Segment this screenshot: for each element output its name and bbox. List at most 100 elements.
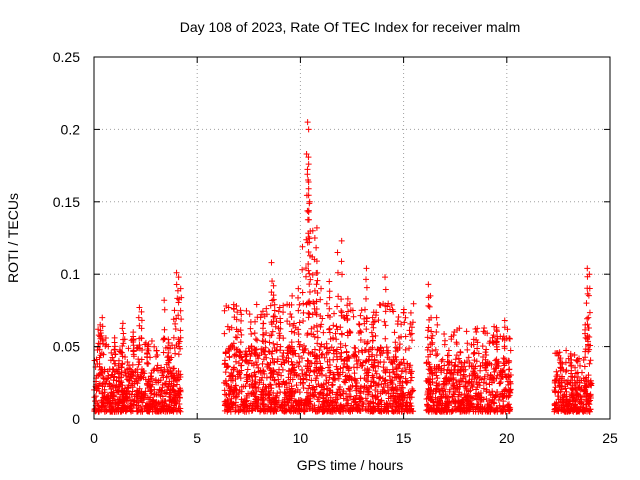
data-point bbox=[153, 347, 160, 354]
data-point bbox=[233, 326, 240, 333]
data-point bbox=[425, 408, 432, 415]
data-point bbox=[357, 375, 364, 382]
data-point bbox=[358, 383, 365, 390]
data-point bbox=[501, 356, 508, 363]
data-point bbox=[242, 348, 249, 355]
data-point bbox=[439, 356, 446, 363]
data-point bbox=[434, 408, 441, 415]
data-point bbox=[359, 399, 366, 406]
data-point bbox=[160, 405, 167, 412]
y-tick-label: 0.15 bbox=[53, 194, 80, 210]
data-point bbox=[238, 354, 245, 361]
data-point bbox=[175, 299, 182, 306]
data-point bbox=[99, 337, 106, 344]
data-point bbox=[363, 276, 370, 283]
data-point bbox=[445, 361, 452, 368]
data-point bbox=[289, 366, 296, 373]
data-point bbox=[318, 321, 325, 328]
data-point bbox=[428, 335, 435, 342]
data-point bbox=[174, 377, 181, 384]
data-point bbox=[449, 393, 456, 400]
data-point bbox=[343, 377, 350, 384]
data-point bbox=[107, 399, 114, 406]
data-point bbox=[272, 323, 279, 330]
data-point bbox=[570, 393, 577, 400]
data-point bbox=[434, 375, 441, 382]
data-point bbox=[232, 334, 239, 341]
data-point bbox=[170, 334, 177, 341]
data-point bbox=[288, 407, 295, 414]
data-point bbox=[306, 281, 313, 288]
data-point bbox=[314, 277, 321, 284]
data-point bbox=[483, 346, 490, 353]
data-point bbox=[112, 351, 119, 358]
data-point bbox=[245, 345, 252, 352]
data-point bbox=[313, 298, 320, 305]
data-point bbox=[318, 382, 325, 389]
data-point bbox=[306, 372, 313, 379]
data-point bbox=[280, 378, 287, 385]
data-point bbox=[172, 376, 179, 383]
data-point bbox=[305, 192, 312, 199]
data-point bbox=[277, 319, 284, 326]
data-point bbox=[238, 311, 245, 318]
data-point bbox=[566, 408, 573, 415]
data-point bbox=[95, 407, 102, 414]
data-point bbox=[125, 384, 132, 391]
data-point bbox=[126, 390, 133, 397]
data-point bbox=[329, 389, 336, 396]
plot-frame bbox=[93, 56, 611, 420]
data-point bbox=[425, 353, 432, 360]
data-point bbox=[98, 332, 105, 339]
data-point bbox=[287, 310, 294, 317]
data-point bbox=[370, 399, 377, 406]
data-point bbox=[309, 227, 316, 234]
data-point bbox=[313, 269, 320, 276]
data-point bbox=[558, 383, 565, 390]
data-point bbox=[270, 318, 277, 325]
data-point bbox=[225, 403, 232, 410]
data-point bbox=[166, 364, 173, 371]
data-point bbox=[288, 383, 295, 390]
data-point bbox=[585, 348, 592, 355]
data-point bbox=[313, 244, 320, 251]
data-point bbox=[259, 338, 266, 345]
data-point bbox=[370, 408, 377, 415]
data-point bbox=[247, 353, 254, 360]
data-point bbox=[586, 285, 593, 292]
data-point bbox=[305, 208, 312, 215]
data-point bbox=[102, 335, 109, 342]
data-point bbox=[237, 375, 244, 382]
data-point bbox=[334, 269, 341, 276]
data-point bbox=[501, 404, 508, 411]
data-point bbox=[295, 285, 302, 292]
data-point bbox=[121, 402, 128, 409]
data-point bbox=[583, 300, 590, 307]
data-point bbox=[305, 248, 312, 255]
data-point bbox=[148, 337, 155, 344]
data-point bbox=[441, 408, 448, 415]
data-point bbox=[138, 335, 145, 342]
data-point bbox=[576, 385, 583, 392]
data-point bbox=[429, 348, 436, 355]
data-point bbox=[95, 408, 102, 415]
data-point bbox=[364, 339, 371, 346]
data-point bbox=[382, 308, 389, 315]
data-point bbox=[110, 377, 117, 384]
data-point bbox=[258, 377, 265, 384]
data-point bbox=[288, 343, 295, 350]
data-point bbox=[115, 362, 122, 369]
data-point bbox=[115, 383, 122, 390]
data-point bbox=[268, 385, 275, 392]
data-point bbox=[377, 375, 384, 382]
data-point bbox=[246, 407, 253, 414]
data-point bbox=[502, 386, 509, 393]
data-point bbox=[304, 119, 311, 126]
data-point bbox=[398, 384, 405, 391]
data-point bbox=[308, 325, 315, 332]
data-point bbox=[305, 177, 312, 184]
data-point bbox=[283, 407, 290, 414]
data-point bbox=[327, 369, 334, 376]
data-point bbox=[482, 349, 489, 356]
data-point bbox=[238, 317, 245, 324]
